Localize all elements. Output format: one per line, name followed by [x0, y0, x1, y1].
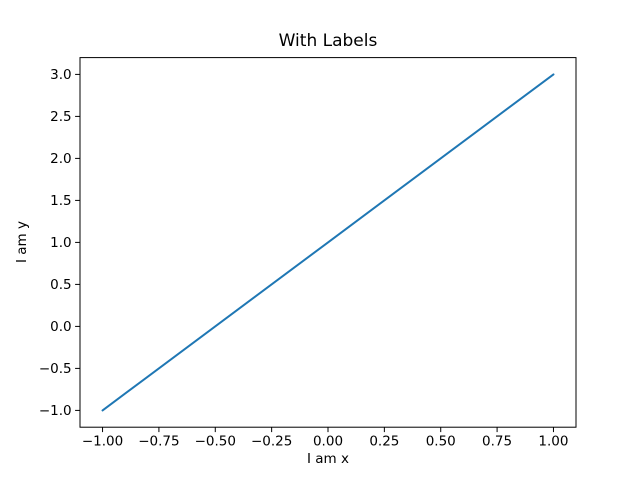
x-tick-label: 0.50 — [426, 434, 456, 450]
y-tick-label: 3.0 — [50, 67, 71, 83]
x-tick-label: −0.75 — [138, 434, 179, 450]
y-axis-label: I am y — [14, 221, 30, 263]
y-tick-label: 0.5 — [50, 277, 71, 293]
y-tick-label: 0.0 — [50, 319, 71, 335]
chart-title: With Labels — [278, 31, 378, 51]
y-tick-label: 1.0 — [50, 235, 71, 251]
x-axis-label: I am x — [307, 451, 349, 467]
x-tick-label: −1.00 — [82, 434, 123, 450]
x-tick-label: 0.00 — [313, 434, 343, 450]
y-tick-label: −1.0 — [39, 403, 72, 419]
y-tick-label: 2.0 — [50, 151, 71, 167]
x-tick-label: −0.50 — [195, 434, 236, 450]
y-tick-label: 1.5 — [50, 193, 71, 209]
x-tick-label: 0.25 — [369, 434, 399, 450]
x-tick-label: 1.00 — [538, 434, 568, 450]
y-tick-label: 2.5 — [50, 109, 71, 125]
x-tick-label: 0.75 — [482, 434, 512, 450]
y-tick-label: −0.5 — [39, 361, 72, 377]
x-tick-label: −0.25 — [251, 434, 292, 450]
data-line — [101, 73, 555, 412]
